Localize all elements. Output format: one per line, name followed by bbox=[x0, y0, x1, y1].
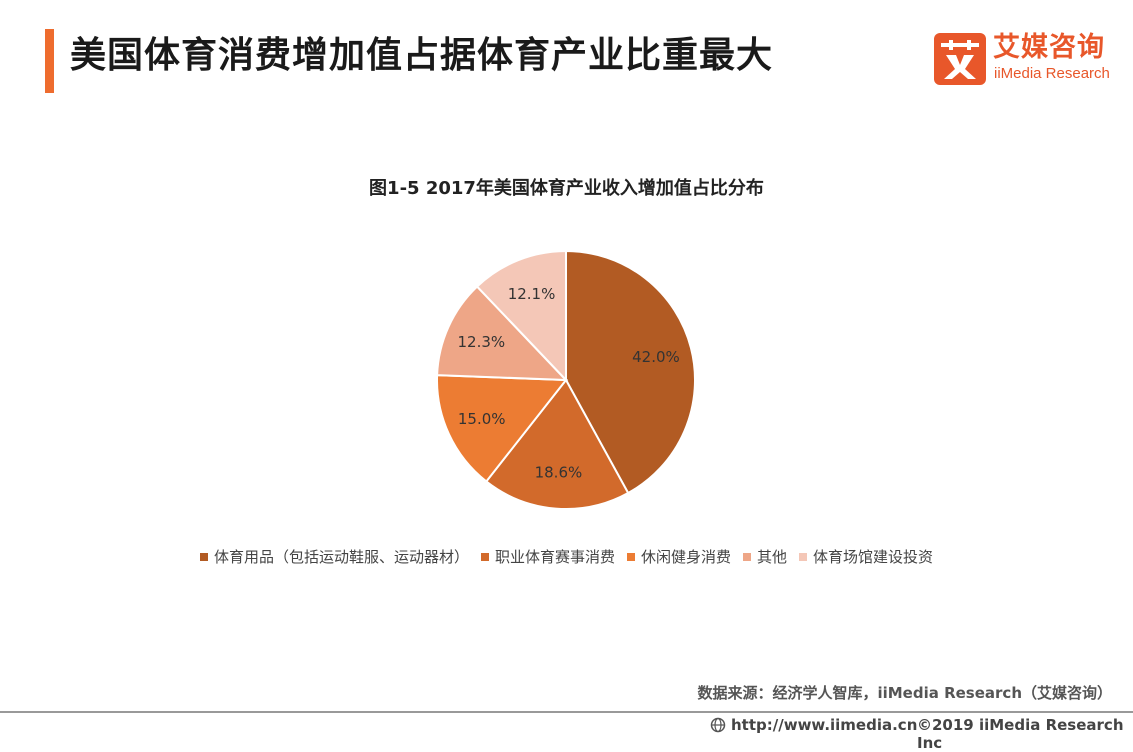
chart-legend: 体育用品（包括运动鞋服、运动器材） 职业体育赛事消费 休闲健身消费 其他 体育场馆建设投… bbox=[0, 546, 1133, 567]
pie-slice-1 bbox=[565, 249, 696, 495]
pie-slice-2 bbox=[484, 378, 630, 510]
pie-slice-label-5: 12.1% bbox=[508, 285, 556, 303]
data-source: 数据来源：经济学人智库，iiMedia Research（艾媒咨询） bbox=[697, 684, 1112, 702]
footer: http://www.iimedia.cn ©2019 iiMedia Rese… bbox=[0, 716, 1133, 752]
legend-label-4: 其他 bbox=[757, 548, 788, 566]
title-accent-bar bbox=[45, 29, 54, 93]
footer-copyright: ©2019 iiMedia Research Inc bbox=[917, 716, 1124, 752]
pie-slice-label-2: 18.6% bbox=[535, 464, 583, 482]
footer-divider bbox=[0, 711, 1133, 713]
legend-swatch-4 bbox=[743, 552, 751, 561]
legend-swatch-3 bbox=[626, 552, 635, 561]
pie-slice-3 bbox=[436, 374, 568, 483]
legend-item-4: 其他 bbox=[743, 546, 787, 567]
footer-url[interactable]: http://www.iimedia.cn bbox=[710, 716, 917, 734]
pie-slice-label-3: 15.0% bbox=[458, 410, 506, 428]
page-title: 美国体育消费增加值占据体育产业比重最大 bbox=[70, 35, 774, 76]
legend-swatch-5 bbox=[799, 552, 808, 561]
logo-name-en: iiMedia Research bbox=[994, 65, 1110, 82]
chart-title: 图1-5 2017年美国体育产业收入增加值占比分布 bbox=[369, 178, 764, 199]
legend-item-2: 职业体育赛事消费 bbox=[480, 546, 615, 567]
legend-item-1: 体育用品（包括运动鞋服、运动器材） bbox=[199, 546, 469, 567]
legend-label-3: 休闲健身消费 bbox=[640, 548, 731, 566]
legend-swatch-2 bbox=[480, 552, 489, 561]
footer-url-text: http://www.iimedia.cn bbox=[731, 716, 918, 734]
globe-icon bbox=[710, 717, 726, 733]
legend-label-2: 职业体育赛事消费 bbox=[494, 548, 615, 566]
legend-label-1: 体育用品（包括运动鞋服、运动器材） bbox=[213, 548, 469, 566]
legend-label-5: 体育场馆建设投资 bbox=[813, 548, 934, 566]
pie-slice-label-1: 42.0% bbox=[632, 348, 680, 366]
legend-item-5: 体育场馆建设投资 bbox=[799, 546, 933, 567]
brand-logo: 艾媒咨询 iiMedia Research bbox=[934, 31, 1119, 87]
legend-item-3: 休闲健身消费 bbox=[626, 546, 731, 567]
logo-mark-icon bbox=[934, 33, 986, 85]
legend-swatch-1 bbox=[199, 552, 208, 561]
pie-slice-4 bbox=[436, 285, 569, 382]
pie-slice-5 bbox=[475, 249, 567, 383]
pie-slice-label-4: 12.3% bbox=[458, 333, 506, 351]
logo-name-cn: 艾媒咨询 bbox=[993, 32, 1105, 63]
